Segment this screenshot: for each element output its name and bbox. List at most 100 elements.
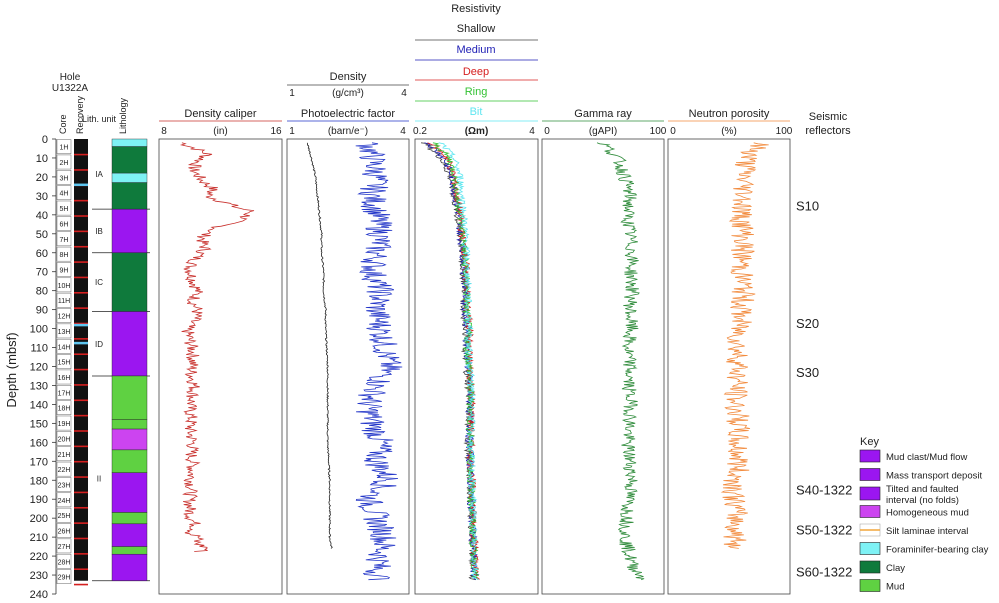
core-box	[56, 354, 72, 369]
core-label: 14H	[58, 344, 71, 351]
core-box	[56, 170, 72, 185]
lithology-interval	[111, 553, 148, 581]
recovery-break	[74, 276, 88, 279]
track-tick-max: 100	[650, 126, 667, 137]
key-label: Mud	[886, 582, 904, 593]
core-box	[56, 308, 72, 323]
track-density	[306, 142, 333, 549]
core-box	[56, 400, 72, 416]
track-unit: (in)	[213, 126, 227, 137]
core-label: 3H	[60, 175, 69, 182]
recovery-break	[74, 537, 88, 540]
seismic-reflector-label: S20	[796, 316, 819, 331]
track-tick-min: 8	[161, 126, 167, 137]
core-box	[56, 507, 72, 523]
track-title: Gamma ray	[574, 108, 632, 120]
depth-tick-label: 180	[30, 475, 48, 487]
key-label: Silt laminae interval	[886, 526, 968, 537]
lithology-interval	[111, 138, 148, 147]
key-label: Foraminifer-bearing clay	[886, 545, 989, 556]
track-photoelectric-factor: Photoelectric factor 1 (barn/e⁻) 4	[286, 108, 410, 595]
core-label: 9H	[60, 267, 69, 274]
key-label: interval (no folds)	[886, 495, 959, 506]
resistivity-curve-deep: Deep	[463, 66, 489, 78]
recovery-break	[74, 430, 88, 432]
core-label: 13H	[58, 329, 71, 336]
lithology-interval	[111, 472, 148, 513]
key-label: Clay	[886, 563, 905, 574]
core-label: 4H	[60, 191, 69, 198]
depth-tick-label: 60	[36, 248, 48, 260]
lithology-interval	[111, 172, 148, 183]
density-header: Density 1 (g/cm³) 4	[287, 71, 409, 99]
core-label: 2H	[60, 160, 69, 167]
core-box	[56, 446, 72, 462]
lithology-key: Key Mud clast/Mud flow Mass transport dep…	[859, 436, 989, 593]
recovery-break	[74, 169, 88, 171]
seismic-reflector-label: S50-1322	[796, 523, 852, 538]
series-neutron-porosity	[720, 142, 769, 549]
core-label: 29H	[58, 575, 71, 582]
key-swatch	[859, 579, 881, 592]
core-label: 21H	[58, 452, 71, 459]
core-label: 5H	[60, 206, 69, 213]
core-box	[56, 338, 72, 354]
track-unit: (barn/e⁻)	[328, 126, 368, 137]
recovery-break	[74, 261, 88, 263]
core-label: 7H	[60, 237, 69, 244]
track-tick-max: 4	[400, 126, 406, 137]
recovery-break	[74, 322, 88, 325]
unit-label: IB	[95, 227, 103, 236]
depth-tick-label: 220	[30, 551, 48, 563]
recovery-break	[74, 230, 88, 233]
depth-tick-label: 10	[36, 153, 48, 165]
log-tracks: Density caliper 8 (in) 16 Photoelectric fact…	[158, 108, 793, 595]
track-frame	[286, 138, 410, 595]
recovery-break	[74, 153, 88, 156]
key-swatch	[859, 468, 881, 481]
depth-tick-label: 100	[30, 324, 48, 336]
core-label: 25H	[58, 513, 71, 520]
seismic-reflector-label: S10	[796, 198, 819, 213]
track-neutron-porosity: Neutron porosity 0 (%) 100	[667, 108, 793, 595]
core-label: 24H	[58, 498, 71, 505]
recovery-bar	[74, 139, 88, 581]
recovery-break	[74, 476, 88, 478]
core-label: 26H	[58, 529, 71, 536]
series-bit	[438, 142, 479, 581]
lithology-interval	[111, 252, 148, 312]
key-swatch	[859, 505, 881, 518]
resistivity-header: Resistivity Shallow Medium Deep Ring Bit	[415, 3, 538, 122]
track-tick-min: 0	[670, 126, 676, 137]
recovery-break	[74, 583, 88, 586]
core-box	[56, 185, 72, 201]
core-label: 6H	[60, 221, 69, 228]
depth-tick-label: 130	[30, 380, 48, 392]
depth-tick-label: 230	[30, 570, 48, 582]
depth-tick-label: 200	[30, 513, 48, 525]
key-swatch	[859, 560, 881, 574]
core-label: 12H	[58, 314, 71, 321]
core-column: 1H 2H 3H 4H 5H 6H 7H 8H 9H 10H 11H 12H 13H 14H 15H 16H 1…	[56, 139, 72, 584]
core-label: 11H	[58, 298, 70, 305]
recovery-break	[74, 307, 88, 309]
key-label: Mass transport deposit	[886, 471, 982, 482]
core-label: 23H	[58, 482, 71, 489]
depth-tick-label: 50	[36, 229, 48, 241]
core-box	[56, 369, 72, 385]
depth-tick-label: 0	[42, 134, 48, 146]
resistivity-curve-ring: Ring	[465, 86, 488, 98]
lithology-interval	[111, 375, 148, 420]
track-unit: (Ωm)	[465, 126, 489, 137]
seismic-reflector-label: S40-1322	[796, 483, 852, 498]
core-box	[56, 523, 72, 538]
recovery-break	[74, 215, 88, 217]
key-swatch	[859, 449, 881, 463]
depth-tick-label: 90	[36, 305, 48, 317]
series-gamma-ray	[596, 142, 645, 581]
core-box	[56, 292, 72, 308]
track-frame	[541, 138, 665, 595]
recovery-break	[74, 491, 88, 494]
depth-tick-label: 40	[36, 210, 48, 222]
recovery-break	[74, 399, 88, 402]
